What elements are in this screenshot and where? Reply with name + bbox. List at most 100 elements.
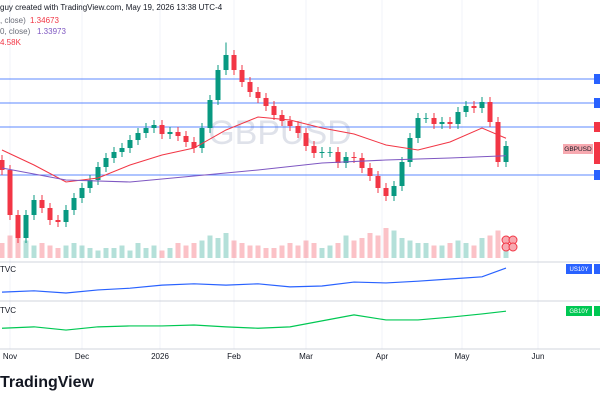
moving-average [1, 116, 507, 183]
candle-body [359, 158, 365, 168]
candle-body [399, 162, 405, 186]
candle-body [487, 102, 493, 122]
candle-body [119, 148, 125, 152]
marks: Nov Dec 2026 Feb Mar Apr May Jun [0, 42, 600, 361]
candle-body [175, 132, 181, 136]
yield-line [1, 310, 507, 331]
candle-body [303, 133, 309, 146]
candle-body [39, 200, 45, 208]
candle-body [367, 168, 373, 176]
legend-value: 1.34673 [30, 16, 59, 25]
header: guy created with TradingView.com, May 19… [0, 3, 223, 12]
candle-body [287, 121, 293, 126]
volume-bar [0, 243, 5, 258]
volume-bar [159, 250, 165, 258]
candle-body [327, 152, 333, 153]
series-tag [566, 264, 592, 274]
event-badges [501, 235, 518, 252]
volume-bar [463, 243, 469, 258]
series-tag [566, 306, 592, 316]
pane-source: TVC [0, 265, 16, 274]
volume-bar [31, 245, 37, 258]
volume-bar [367, 233, 373, 258]
volume-bar [359, 238, 365, 258]
volume-bar [175, 243, 181, 258]
candle-body [207, 100, 213, 128]
volume-bar [143, 248, 149, 258]
candle-body [7, 170, 13, 215]
candle-body [335, 152, 341, 163]
x-tick-label: May [454, 352, 469, 361]
candle-body [343, 157, 349, 163]
volume-bar [487, 235, 493, 258]
volume-bar [447, 243, 453, 258]
price-tag [594, 98, 600, 108]
volume-bar [223, 233, 229, 258]
candle-body [447, 122, 453, 124]
candle-body [0, 160, 5, 170]
candle-body [79, 188, 85, 198]
candle-body [143, 128, 149, 133]
volume-bar [15, 238, 21, 258]
candle-body [471, 106, 477, 108]
candle-body [151, 125, 157, 128]
volume-bar [39, 243, 45, 258]
volume-bar [303, 240, 309, 258]
volume-bar [47, 245, 53, 258]
candle-body [423, 118, 429, 119]
volume-bar [199, 240, 205, 258]
volume-bar [287, 243, 293, 258]
candle-body [279, 115, 285, 121]
volume-bar [247, 245, 253, 258]
candle-body [111, 152, 117, 158]
price-tag [594, 170, 600, 180]
candle-body [71, 198, 77, 210]
symbol-tag-label: GBPUSD [564, 146, 592, 153]
candle-body [295, 126, 301, 133]
volume-bar [87, 248, 93, 258]
candle-body [391, 186, 397, 196]
candle-body [215, 70, 221, 100]
volume-bar [311, 243, 317, 258]
volume-bar [335, 243, 341, 258]
moving-average [1, 155, 507, 183]
candle-body [191, 142, 197, 148]
candle-body [239, 70, 245, 82]
volume-bar [471, 245, 477, 258]
candle-body [159, 125, 165, 134]
candle-body [103, 158, 109, 167]
volume-bar [383, 228, 389, 258]
volume-bar [119, 245, 125, 258]
legend-value: 1.33973 [37, 27, 66, 36]
volume-bar [135, 243, 141, 258]
candle-body [383, 188, 389, 196]
volume-bar [207, 235, 213, 258]
volume-bar [503, 246, 509, 258]
volume-bar [455, 240, 461, 258]
price-tag [594, 142, 600, 164]
candle-body [351, 157, 357, 158]
candle-body [63, 210, 69, 222]
volume-bar [263, 248, 269, 258]
volume-bar [319, 248, 325, 258]
volume-bar [431, 245, 437, 258]
price-tag [594, 264, 600, 274]
volume-bar [343, 235, 349, 258]
volume-bar [271, 248, 277, 258]
volume-bar [479, 238, 485, 258]
volume-bar [55, 248, 61, 258]
candle-body [311, 146, 317, 153]
yield-line [1, 267, 507, 294]
legend-label: , close) [0, 16, 26, 25]
candle-body [263, 98, 269, 106]
volume-bar [495, 230, 501, 258]
volume-bar [399, 238, 405, 258]
candle-body [87, 180, 93, 188]
x-tick-label: Mar [299, 352, 313, 361]
price-tag [594, 74, 600, 84]
series-tag-label: GB10Y [569, 309, 588, 315]
volume-bar [79, 245, 85, 258]
